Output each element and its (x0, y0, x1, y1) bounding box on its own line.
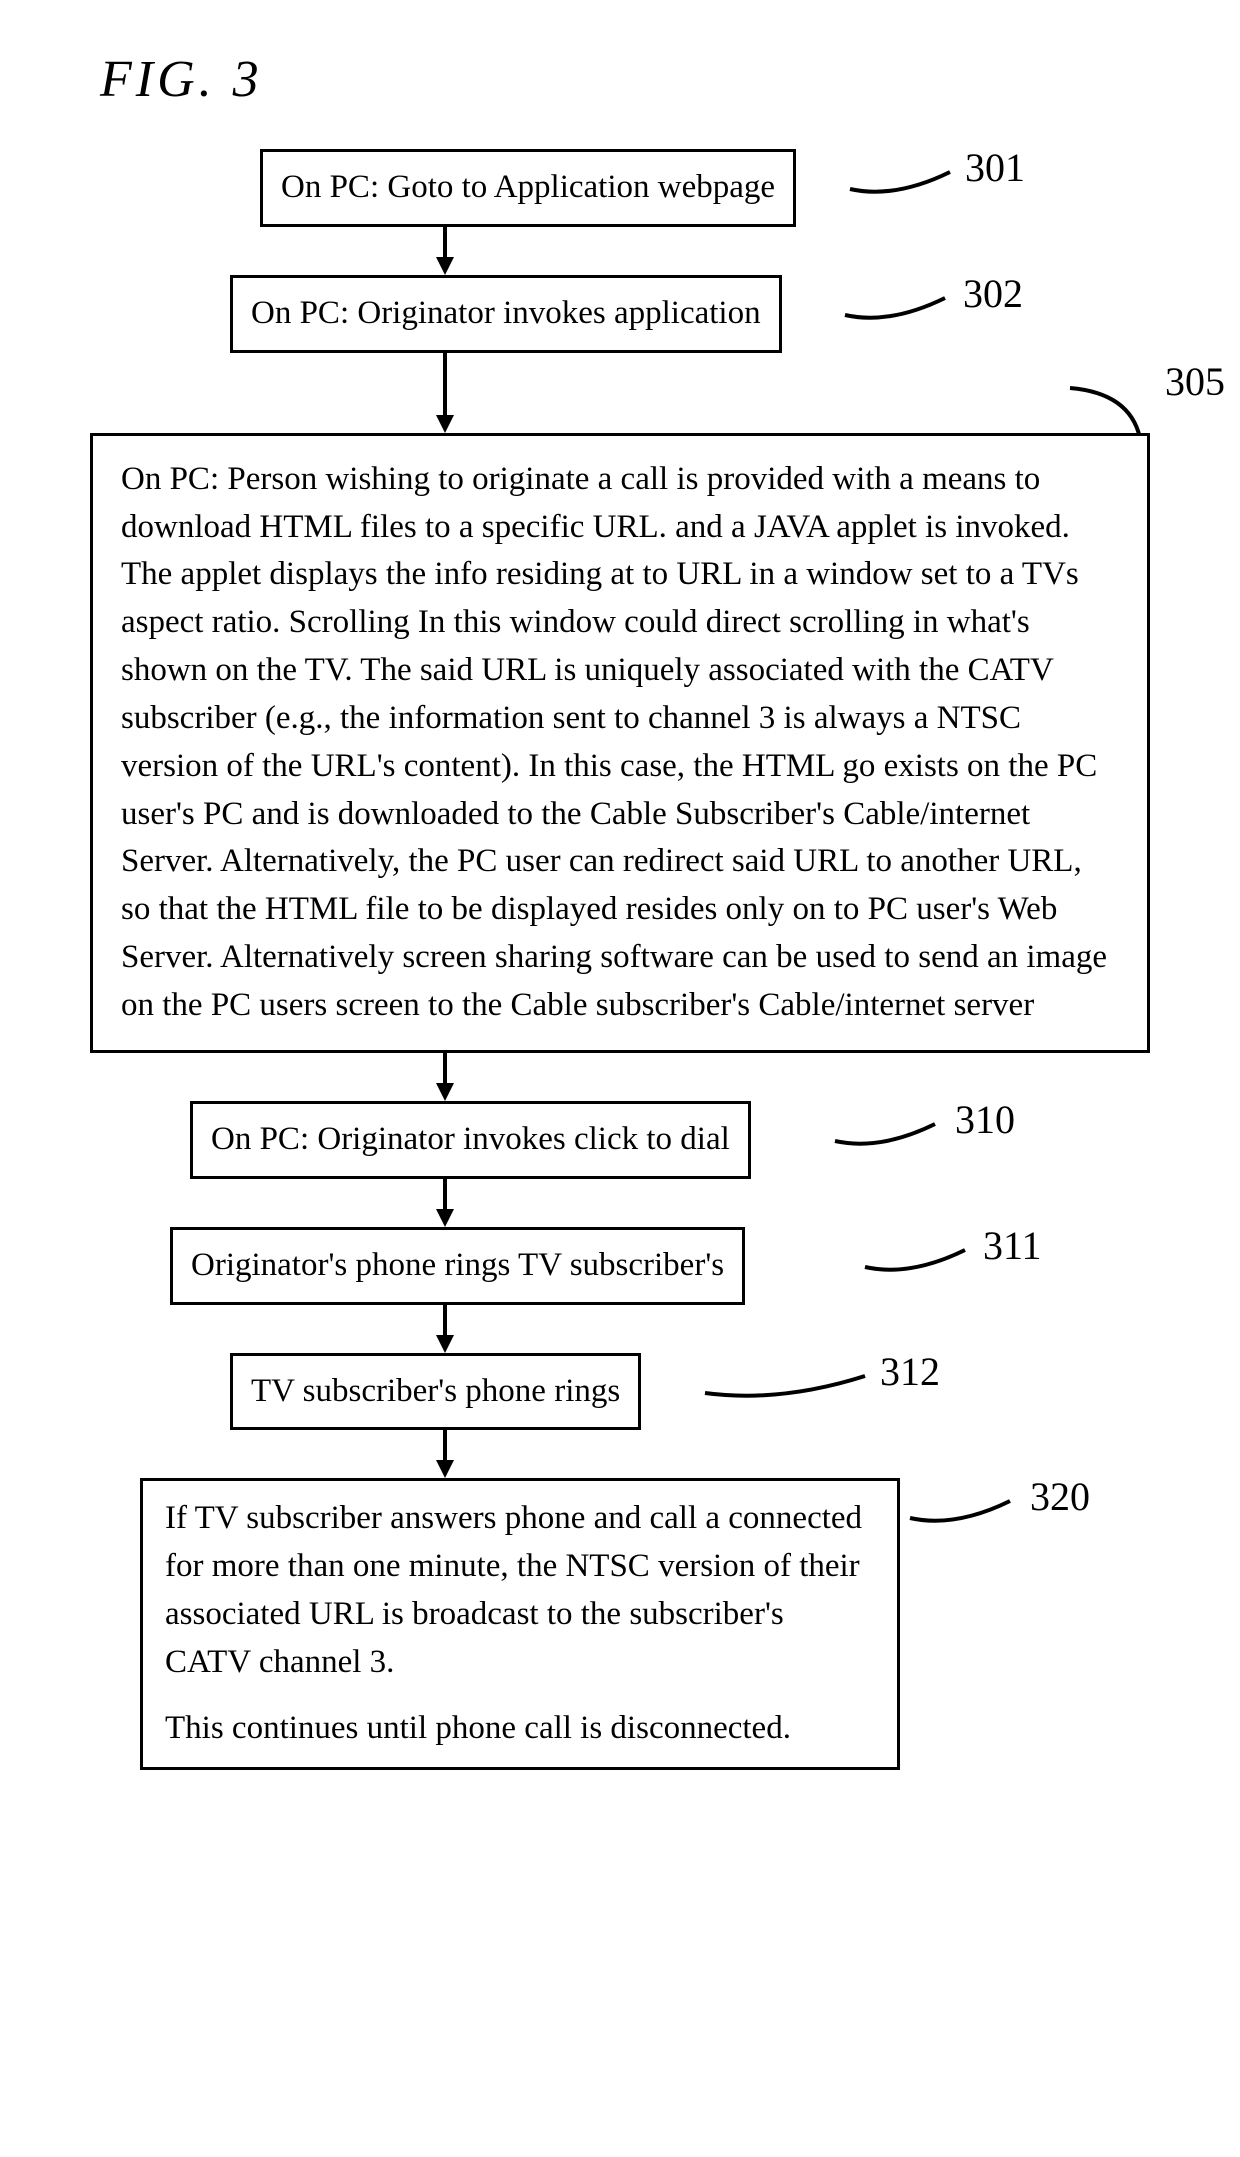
box-320-text: If TV subscriber answers phone and call … (165, 1495, 875, 1686)
row-302: On PC: Originator invokes application 30… (80, 275, 1160, 353)
row-301: On PC: Goto to Application webpage 301 (80, 149, 1160, 227)
box-305-text: On PC: Person wishing to originate a cal… (121, 461, 1107, 1023)
ref-320: 320 (1030, 1473, 1090, 1520)
arrow-301-302 (80, 227, 1160, 275)
row-312: TV subscriber's phone rings 312 (80, 1353, 1160, 1431)
box-312: TV subscriber's phone rings (230, 1353, 641, 1431)
box-310: On PC: Originator invokes click to dial (190, 1101, 751, 1179)
arrow-302-305: 305 (80, 353, 1160, 433)
ref-305: 305 (1165, 358, 1225, 405)
arrow-312-320 (80, 1430, 1160, 1478)
box-305: On PC: Person wishing to originate a cal… (90, 433, 1150, 1053)
box-310-text: On PC: Originator invokes click to dial (211, 1121, 730, 1157)
leader-310 (830, 1116, 950, 1156)
ref-311: 311 (983, 1222, 1042, 1269)
arrow-311-312 (80, 1305, 1160, 1353)
ref-301: 301 (965, 144, 1025, 191)
figure-title: FIG. 3 (100, 50, 1160, 109)
row-305: On PC: Person wishing to originate a cal… (80, 433, 1160, 1053)
box-320-text2: This continues until phone call is disco… (165, 1705, 875, 1753)
box-312-text: TV subscriber's phone rings (251, 1373, 620, 1409)
leader-320 (905, 1493, 1025, 1533)
arrow-310-311 (80, 1179, 1160, 1227)
row-310: On PC: Originator invokes click to dial … (80, 1101, 1160, 1179)
row-320: If TV subscriber answers phone and call … (80, 1478, 1160, 1769)
box-301-text: On PC: Goto to Application webpage (281, 169, 775, 205)
ref-310: 310 (955, 1096, 1015, 1143)
box-311: Originator's phone rings TV subscriber's (170, 1227, 745, 1305)
box-301: On PC: Goto to Application webpage (260, 149, 796, 227)
leader-311 (860, 1242, 980, 1282)
ref-312: 312 (880, 1348, 940, 1395)
box-302-text: On PC: Originator invokes application (251, 295, 761, 331)
row-311: Originator's phone rings TV subscriber's… (80, 1227, 1160, 1305)
box-320: If TV subscriber answers phone and call … (140, 1478, 900, 1769)
box-311-text: Originator's phone rings TV subscriber's (191, 1247, 724, 1283)
flowchart-container: On PC: Goto to Application webpage 301 O… (80, 149, 1160, 1770)
arrow-305-310 (80, 1053, 1160, 1101)
leader-302 (840, 290, 960, 330)
ref-302: 302 (963, 270, 1023, 317)
leader-312 (700, 1368, 875, 1408)
leader-301 (845, 164, 965, 204)
box-302: On PC: Originator invokes application (230, 275, 782, 353)
